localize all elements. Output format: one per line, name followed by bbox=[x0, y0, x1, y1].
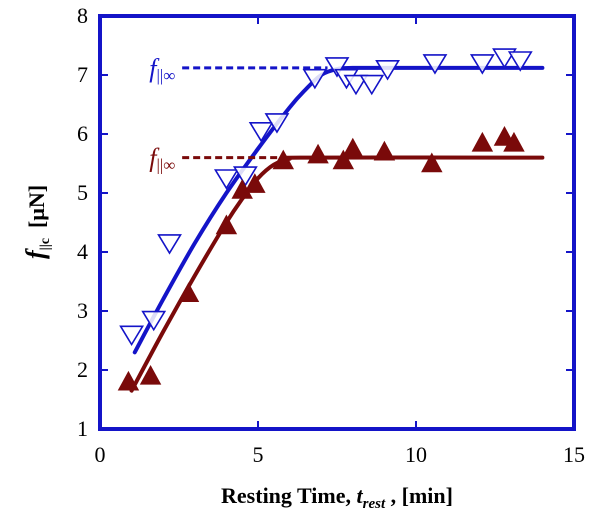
x-tick-label: 10 bbox=[405, 442, 427, 467]
x-axis-label-var: t bbox=[357, 483, 364, 508]
y-tick-label: 5 bbox=[77, 180, 88, 205]
y-axis-label-sub: ||c bbox=[38, 238, 53, 250]
marker-filled-triangle bbox=[373, 140, 396, 161]
asymptote-labels: f||∞f||∞ bbox=[149, 54, 328, 175]
marker-open-triangle bbox=[359, 74, 385, 96]
marker-open-triangle bbox=[375, 60, 400, 81]
x-axis-label-unit: , [min] bbox=[385, 483, 453, 508]
x-axis-label-main: Resting Time, bbox=[221, 483, 356, 508]
marker-filled-triangle bbox=[307, 143, 329, 164]
asymptote-label-1: f||∞ bbox=[149, 54, 175, 85]
x-axis-label: Resting Time, trest , [min] bbox=[221, 483, 453, 509]
marker-filled-triangle bbox=[471, 131, 494, 152]
x-tick-label: 0 bbox=[95, 442, 106, 467]
marker-filled-triangle bbox=[244, 173, 266, 193]
marker-filled-triangle bbox=[342, 137, 364, 158]
fit-curve-2 bbox=[129, 155, 545, 393]
y-tick-label: 6 bbox=[77, 121, 88, 146]
marker-open-triangle bbox=[157, 234, 182, 255]
plot-frame bbox=[98, 14, 576, 431]
x-tick-label: 5 bbox=[253, 442, 264, 467]
y-tick-label: 2 bbox=[77, 357, 88, 382]
fit-curves bbox=[129, 65, 545, 393]
marker-open-triangle bbox=[324, 57, 350, 78]
marker-open-triangle bbox=[302, 68, 328, 90]
marker-open-triangle bbox=[248, 122, 274, 143]
data-markers bbox=[117, 48, 533, 391]
y-tick-label: 1 bbox=[77, 416, 88, 441]
marker-filled-triangle bbox=[421, 152, 443, 173]
marker-open-triangle bbox=[343, 74, 369, 96]
asymptote-label-var: f bbox=[149, 54, 160, 83]
y-tick-label: 3 bbox=[77, 298, 88, 323]
x-axis-label-sub: rest bbox=[363, 496, 386, 509]
y-tick-label: 7 bbox=[77, 62, 88, 87]
marker-filled-triangle bbox=[272, 149, 295, 170]
marker-open-triangle bbox=[213, 169, 239, 190]
fit-curve-1 bbox=[132, 65, 545, 355]
y-tick-label: 4 bbox=[77, 239, 88, 264]
marker-open-triangle bbox=[507, 51, 533, 72]
asymptote-label-sub: ||∞ bbox=[157, 66, 176, 85]
marker-open-triangle bbox=[141, 310, 167, 332]
y-axis-label-unit: [μN] bbox=[24, 185, 49, 228]
marker-filled-triangle bbox=[139, 364, 162, 385]
asymptote-label-2: f||∞ bbox=[149, 144, 175, 175]
marker-open-triangle bbox=[232, 166, 258, 187]
asymptote-label-var: f bbox=[149, 144, 160, 173]
marker-open-triangle bbox=[422, 54, 448, 75]
marker-filled-triangle bbox=[503, 131, 525, 152]
marker-open-triangle bbox=[119, 325, 145, 347]
marker-filled-triangle bbox=[332, 149, 355, 170]
x-tick-label: 15 bbox=[563, 442, 585, 467]
y-tick-label: 8 bbox=[77, 3, 88, 28]
marker-filled-triangle bbox=[117, 370, 140, 391]
marker-filled-triangle bbox=[215, 214, 238, 235]
tick-labels: 0 5 10 15 1 2 3 4 5 6 7 8 bbox=[77, 3, 585, 467]
marker-open-triangle bbox=[469, 54, 495, 75]
y-axis-label: f||c [μN] bbox=[21, 185, 53, 259]
y-axis-label-var: f bbox=[21, 248, 50, 259]
marker-filled-triangle bbox=[177, 282, 200, 303]
asymptote-label-sub: ||∞ bbox=[157, 156, 176, 175]
marker-open-triangle bbox=[264, 113, 290, 134]
